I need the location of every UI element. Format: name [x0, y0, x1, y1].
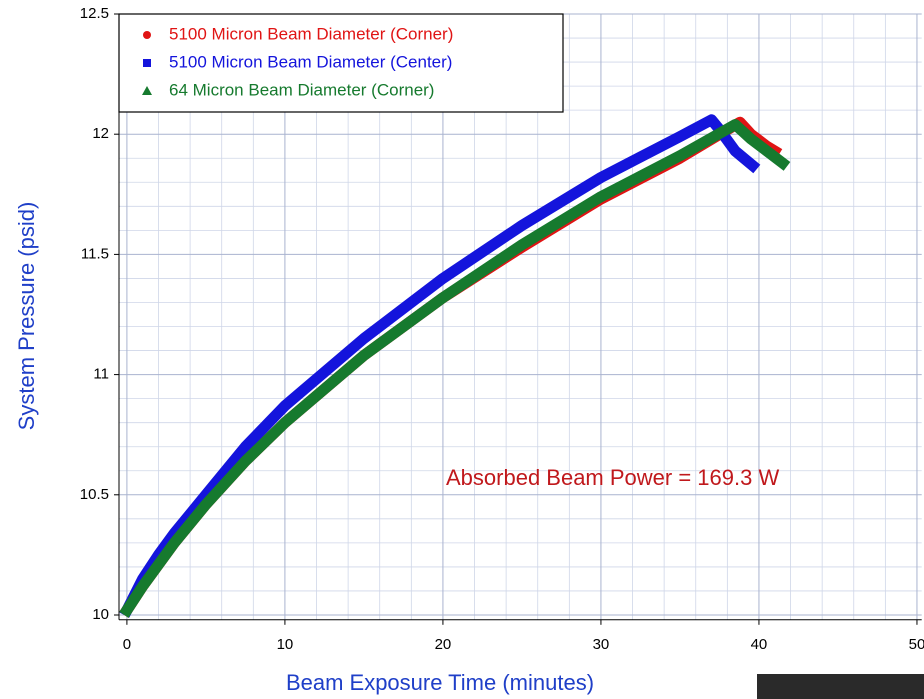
legend-box: [118, 13, 564, 113]
legend-marker: [142, 86, 152, 95]
y-tick-label: 12.5: [80, 5, 109, 22]
legend: 5100 Micron Beam Diameter (Corner) 5100 M…: [118, 13, 564, 113]
legend-marker: [143, 59, 151, 67]
y-axis-label: System Pressure (psid): [14, 202, 39, 431]
x-tick-label: 20: [435, 636, 452, 653]
x-axis-label: Beam Exposure Time (minutes): [286, 670, 594, 695]
legend-label: 5100 Micron Beam Diameter (Corner): [169, 24, 453, 43]
y-tick-label: 11.5: [81, 245, 109, 262]
legend-label: 64 Micron Beam Diameter (Corner): [169, 80, 434, 99]
photo-fragment: [757, 674, 924, 699]
y-tick-label: 10: [92, 606, 109, 623]
x-tick-label: 50: [909, 636, 924, 653]
series-line: [119, 114, 761, 618]
y-tick-label: 10.5: [80, 486, 109, 503]
annotation: Absorbed Beam Power = 169.3 W: [446, 465, 779, 490]
x-tick-label: 30: [593, 636, 610, 653]
series-line: [119, 119, 791, 618]
x-tick-label: 40: [751, 636, 768, 653]
x-tick-label: 0: [123, 636, 131, 653]
legend-marker: [143, 31, 151, 39]
legend-label: 5100 Micron Beam Diameter (Center): [169, 52, 452, 71]
y-tick-label: 11: [93, 366, 109, 383]
y-tick-label: 12: [92, 125, 109, 142]
x-tick-label: 10: [277, 636, 294, 653]
